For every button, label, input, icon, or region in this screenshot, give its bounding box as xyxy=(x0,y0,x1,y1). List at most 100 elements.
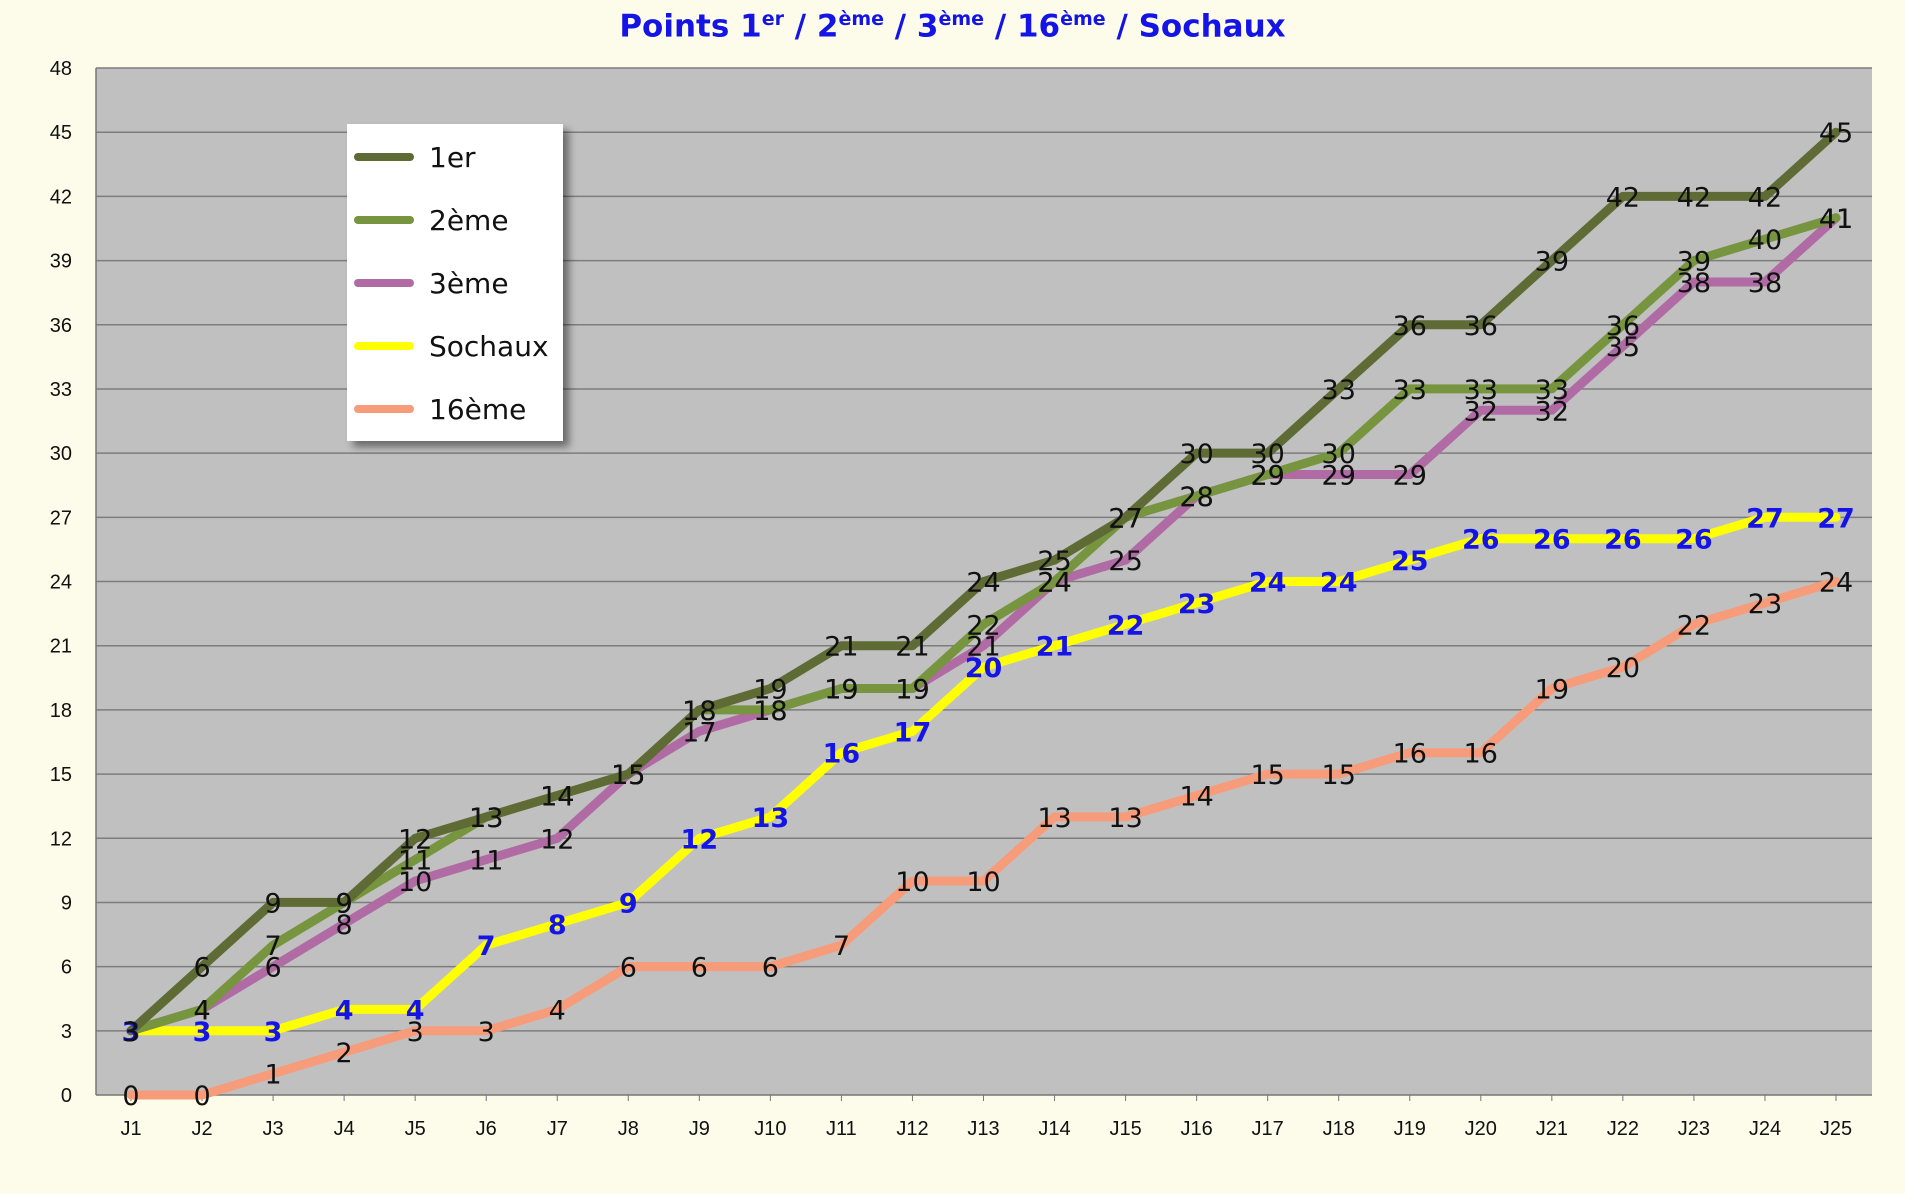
data-label: 38 xyxy=(1748,268,1782,299)
y-tick-label: 48 xyxy=(50,58,72,80)
data-label: 25 xyxy=(1037,546,1071,577)
series-line xyxy=(126,213,1841,1036)
data-label: 3 xyxy=(122,1017,139,1048)
data-label: 38 xyxy=(1677,268,1711,299)
data-label: 7 xyxy=(833,931,850,962)
data-label: 16 xyxy=(1393,739,1427,770)
data-label: 19 xyxy=(753,674,787,705)
data-label: 15 xyxy=(611,760,645,791)
y-tick-label: 39 xyxy=(50,251,72,273)
data-label: 9 xyxy=(336,888,353,919)
data-label: 6 xyxy=(264,953,281,984)
x-tick-label: J8 xyxy=(618,1118,639,1140)
data-label: 26 xyxy=(1462,525,1500,556)
title-superscript: er xyxy=(761,8,784,30)
data-label: 27 xyxy=(1817,503,1855,534)
data-label: 1 xyxy=(264,1060,281,1091)
data-label: 14 xyxy=(540,781,574,812)
data-label: 9 xyxy=(619,888,638,919)
data-label: 21 xyxy=(824,632,858,663)
data-label: 13 xyxy=(752,803,790,834)
data-label: 28 xyxy=(1179,482,1213,513)
data-label: 3 xyxy=(478,1017,495,1048)
series-lines xyxy=(126,127,1841,1100)
data-label: 4 xyxy=(335,995,354,1026)
y-tick-label: 36 xyxy=(50,315,72,337)
x-tick-label: J7 xyxy=(547,1118,568,1140)
data-label: 3 xyxy=(193,1017,212,1048)
data-label: 15 xyxy=(611,760,645,791)
data-label: 10 xyxy=(398,867,432,898)
series-line xyxy=(126,213,1841,1036)
x-tick-label: J9 xyxy=(689,1118,710,1140)
data-label: 14 xyxy=(1179,781,1213,812)
data-label: 33 xyxy=(1464,375,1498,406)
data-label: 16 xyxy=(823,739,861,770)
data-label: 33 xyxy=(1393,375,1427,406)
title-superscript: ème xyxy=(938,8,985,30)
data-label: 36 xyxy=(1606,311,1640,342)
data-label: 23 xyxy=(1748,589,1782,620)
data-label: 20 xyxy=(1606,653,1640,684)
data-label: 25 xyxy=(1391,546,1429,577)
y-tick-label: 18 xyxy=(50,700,72,722)
data-label: 3 xyxy=(407,1017,424,1048)
data-label: 18 xyxy=(753,696,787,727)
x-tick-label: J6 xyxy=(476,1118,497,1140)
data-label: 41 xyxy=(1819,204,1853,235)
x-tick-label: J25 xyxy=(1820,1118,1852,1140)
data-label: 22 xyxy=(1107,610,1145,641)
data-label: 6 xyxy=(762,953,779,984)
data-label: 26 xyxy=(1604,525,1642,556)
data-label: 0 xyxy=(193,1081,210,1112)
y-tick-label: 3 xyxy=(61,1021,72,1043)
x-tick-label: J16 xyxy=(1181,1118,1213,1140)
data-label: 19 xyxy=(824,674,858,705)
data-label: 25 xyxy=(1108,546,1142,577)
x-tick-label: J19 xyxy=(1394,1118,1426,1140)
x-tick-label: J13 xyxy=(967,1118,999,1140)
data-label: 42 xyxy=(1677,182,1711,213)
data-label: 39 xyxy=(1677,247,1711,278)
data-label: 42 xyxy=(1748,182,1782,213)
data-label: 4 xyxy=(193,995,210,1026)
data-label: 27 xyxy=(1746,503,1784,534)
data-label: 27 xyxy=(1108,503,1142,534)
data-label: 7 xyxy=(264,931,281,962)
data-label: 6 xyxy=(691,953,708,984)
x-tick-label: J4 xyxy=(334,1118,355,1140)
data-label: 3 xyxy=(264,1017,283,1048)
x-tick-label: J17 xyxy=(1252,1118,1284,1140)
data-label: 12 xyxy=(681,824,719,855)
x-tick-label: J18 xyxy=(1323,1118,1355,1140)
x-axis-ticks: J1 J2 J3 J4 J5 J6 J7 J8 J9 J10 J11 J12 J13 J14 J15 J16 J… xyxy=(120,1095,1852,1140)
y-tick-label: 24 xyxy=(50,572,72,594)
data-label: 24 xyxy=(1819,568,1853,599)
data-label: 16 xyxy=(1464,739,1498,770)
data-label: 40 xyxy=(1748,225,1782,256)
x-tick-label: J15 xyxy=(1109,1118,1141,1140)
data-label: 21 xyxy=(895,632,929,663)
data-label: 42 xyxy=(1606,182,1640,213)
data-label: 20 xyxy=(965,653,1003,684)
y-tick-label: 21 xyxy=(50,636,72,658)
data-label: 18 xyxy=(682,696,716,727)
y-tick-label: 15 xyxy=(50,764,72,786)
data-label: 39 xyxy=(1535,247,1569,278)
x-tick-label: J2 xyxy=(191,1118,212,1140)
data-label: 28 xyxy=(1179,482,1213,513)
data-label: 24 xyxy=(1037,568,1071,599)
x-tick-label: J10 xyxy=(754,1118,786,1140)
data-label: 8 xyxy=(548,910,567,941)
data-label: 30 xyxy=(1322,439,1356,470)
data-label: 26 xyxy=(1675,525,1713,556)
title-part: / 2 xyxy=(783,8,839,45)
x-tick-label: J3 xyxy=(263,1118,284,1140)
data-label: 15 xyxy=(611,760,645,791)
data-label: 2 xyxy=(336,1038,353,1069)
data-label: 33 xyxy=(1535,375,1569,406)
x-tick-label: J21 xyxy=(1536,1118,1568,1140)
data-label: 19 xyxy=(824,674,858,705)
